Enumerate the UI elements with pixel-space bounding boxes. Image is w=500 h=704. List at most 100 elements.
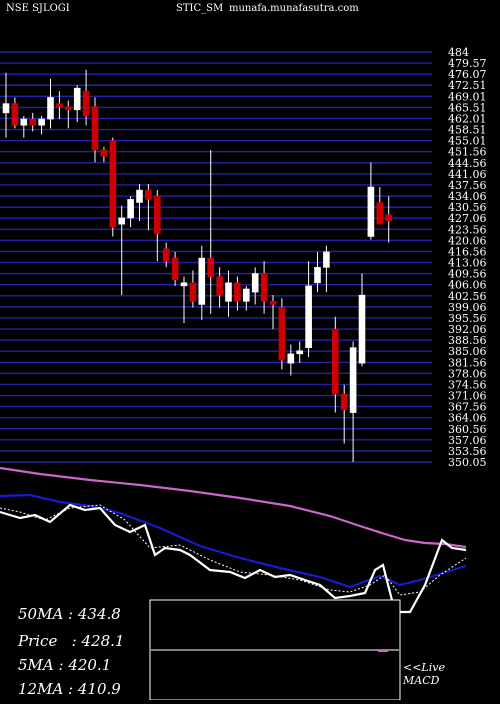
candle-bull [2, 103, 10, 114]
price-tick-label: 395.56 [448, 312, 487, 325]
stat-price-value: 428.1 [81, 632, 125, 650]
price-tick-label: 360.56 [448, 423, 487, 436]
stat-12ma: 12MA : 410.9 [18, 680, 121, 698]
price-tick-label: 451.56 [448, 146, 487, 159]
price-tick-label: 420.06 [448, 234, 487, 247]
stat-5ma-label: 5MA [18, 656, 54, 674]
header-symbol: NSE SJLOGI [6, 3, 70, 14]
candle-bear [100, 149, 108, 157]
price-tick-label: 371.06 [448, 390, 487, 403]
ma5-dotted-line [0, 504, 467, 596]
price-tick-label: 484 [448, 46, 469, 59]
candle-bear [82, 90, 90, 117]
candle-bear [269, 301, 277, 305]
candle-bear [216, 276, 223, 296]
price-tick-label: 423.56 [448, 223, 487, 236]
macd-label: MACD [403, 674, 440, 687]
price-tick-label: 388.56 [448, 334, 487, 347]
stat-price: Price : 428.1 [18, 632, 125, 650]
candle-bear [278, 307, 286, 361]
candle-bear [29, 118, 37, 126]
candle-bear [56, 103, 63, 108]
price-tick-label: 402.56 [448, 290, 487, 303]
price-tick-label: 416.56 [448, 245, 487, 258]
price-axis-labels: 484479.57476.07472.51469.01465.51462.014… [448, 46, 487, 469]
candle-bull [20, 118, 28, 126]
candlesticks [2, 69, 393, 462]
candle-bear [376, 202, 384, 225]
candle-bear [11, 103, 19, 126]
candle-bull [367, 186, 375, 237]
price-gridlines [0, 51, 432, 463]
candle-bull [225, 282, 232, 302]
stat-50ma: 50MA : 434.8 [18, 605, 121, 623]
ma50-line [0, 466, 467, 549]
price-tick-label: 367.56 [448, 401, 487, 414]
candle-bear [260, 273, 268, 302]
price-tick-label: 413.06 [448, 257, 487, 270]
candle-bull [47, 97, 54, 120]
stat-50ma-label: 50MA [18, 605, 64, 623]
candle-bull [296, 350, 304, 355]
candle-bear [331, 328, 339, 395]
stat-50ma-value: 434.8 [77, 605, 121, 623]
price-tick-label: 374.56 [448, 378, 487, 391]
price-tick-label: 469.01 [448, 90, 487, 103]
candle-bear [109, 140, 117, 228]
candle-bull [198, 257, 206, 305]
price-tick-label: 441.06 [448, 168, 487, 181]
candle-bull [287, 353, 295, 364]
price-tick-label: 476.07 [448, 68, 487, 81]
indicator-panel [0, 466, 467, 614]
stat-5ma-value: 420.1 [68, 656, 112, 674]
candle-bull [251, 273, 259, 293]
candle-bear [234, 282, 241, 302]
candle-bear [385, 214, 393, 222]
stat-12ma-value: 410.9 [77, 680, 121, 698]
header-site: munafa.munafasutra.com [229, 3, 359, 14]
price-tick-label: 472.51 [448, 79, 487, 92]
price-tick-label: 406.06 [448, 279, 487, 292]
price-tick-label: 430.56 [448, 201, 487, 214]
live-macd-label: <<Live MACD [403, 661, 445, 687]
candle-bull [118, 217, 125, 225]
price-tick-label: 350.05 [448, 456, 487, 469]
live-label: <<Live [403, 661, 445, 674]
price-tick-label: 378.06 [448, 367, 487, 380]
candle-bear [207, 257, 214, 277]
candle-bear [162, 248, 170, 262]
price-tick-label: 399.06 [448, 301, 487, 314]
candle-bull [349, 347, 357, 413]
candle-bear [65, 106, 72, 111]
price-tick-label: 353.56 [448, 445, 487, 458]
stat-5ma: 5MA : 420.1 [18, 656, 112, 674]
price-tick-label: 455.01 [448, 135, 487, 148]
price-tick-label: 409.56 [448, 268, 487, 281]
candle-bear [154, 195, 161, 234]
stat-price-label: Price [18, 632, 58, 650]
price-tick-label: 434.06 [448, 190, 487, 203]
candle-bull [180, 282, 188, 287]
price-tick-label: 458.51 [448, 124, 487, 137]
price-tick-label: 364.06 [448, 412, 487, 425]
price-tick-label: 392.06 [448, 323, 487, 336]
candle-bull [358, 294, 366, 364]
candle-bull [314, 267, 321, 284]
candle-bear [91, 106, 99, 151]
macd-panel [149, 599, 401, 701]
stat-12ma-label: 12MA [18, 680, 64, 698]
price-tick-label: 385.06 [448, 345, 487, 358]
price-tick-label: 381.56 [448, 356, 487, 369]
candle-bull [127, 199, 134, 219]
price-tick-label: 427.06 [448, 212, 487, 225]
price-line [0, 503, 467, 614]
candle-bull [73, 87, 81, 111]
candle-bear [145, 189, 152, 200]
candle-bull [38, 118, 45, 126]
price-tick-label: 437.56 [448, 179, 487, 192]
price-tick-label: 479.57 [448, 57, 487, 70]
candle-bull [136, 189, 143, 203]
price-tick-label: 465.51 [448, 101, 487, 114]
